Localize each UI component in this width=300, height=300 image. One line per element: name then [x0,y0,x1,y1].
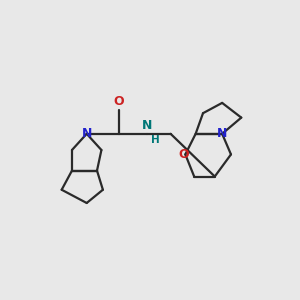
Text: O: O [178,148,189,161]
Text: N: N [82,127,92,140]
Text: N: N [217,127,227,140]
Text: N: N [142,119,152,132]
Text: O: O [114,95,124,108]
Text: H: H [151,135,160,145]
